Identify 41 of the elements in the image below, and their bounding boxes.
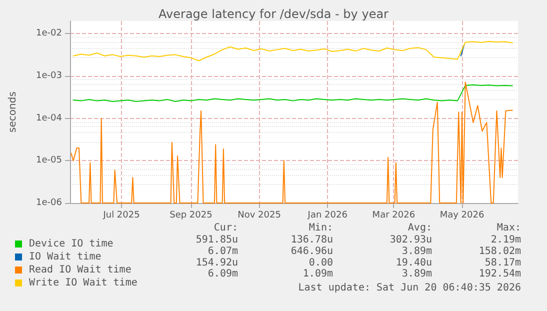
text: 646.96u [290, 246, 334, 257]
text: 19.40u [396, 257, 432, 268]
line-series [70, 82, 513, 204]
legend-label: Device IO time [29, 238, 114, 250]
text: 3.89m [402, 268, 432, 280]
text: 2.19m [490, 234, 522, 246]
text: 192.54m [478, 268, 522, 280]
x-tick-label: Mar 2026 [372, 210, 416, 220]
y-tick-label: 1e-05 [36, 156, 62, 166]
chart-title: Average latency for /dev/sda - by year [158, 7, 389, 21]
text: Last update: Sat Jun 20 06:40:35 2026 [298, 282, 522, 294]
y-tick-label: 1e-03 [36, 71, 62, 82]
x-tick-label: Nov 2025 [238, 210, 281, 220]
legend-label: Write IO Wait time [29, 278, 138, 288]
y-axis-title: seconds [8, 92, 18, 132]
text: 6.07m [208, 246, 238, 257]
line-series [72, 84, 513, 102]
text: 3.89m [402, 246, 432, 257]
y-tick-label: 1e-04 [36, 113, 62, 124]
text: Min: [308, 222, 333, 234]
y-tick-label: 1e-06 [36, 198, 62, 208]
text: 0.00 [308, 257, 334, 268]
text: 158.02m [478, 246, 522, 257]
legend-label: IO Wait time [29, 252, 102, 262]
line-series [72, 40, 513, 62]
text: Cur: [214, 222, 238, 234]
y-tick-label: 1e-02 [36, 28, 62, 39]
text: Max: [496, 222, 521, 234]
text: 591.85u [196, 234, 238, 246]
text: 154.92u [196, 257, 238, 268]
x-tick-label: Sep 2025 [170, 210, 212, 220]
x-tick-label: May 2026 [440, 210, 484, 220]
text: 136.78u [290, 234, 334, 246]
text: 6.09m [208, 268, 238, 280]
legend-label: Read IO Wait time [29, 264, 132, 276]
text: 58.17m [484, 257, 521, 268]
text: 302.93u [390, 234, 432, 246]
text: 1.09m [302, 268, 334, 280]
text: Avg: [408, 222, 432, 234]
x-tick-label: Jul 2025 [102, 210, 140, 220]
x-tick-label: Jan 2026 [306, 210, 348, 220]
